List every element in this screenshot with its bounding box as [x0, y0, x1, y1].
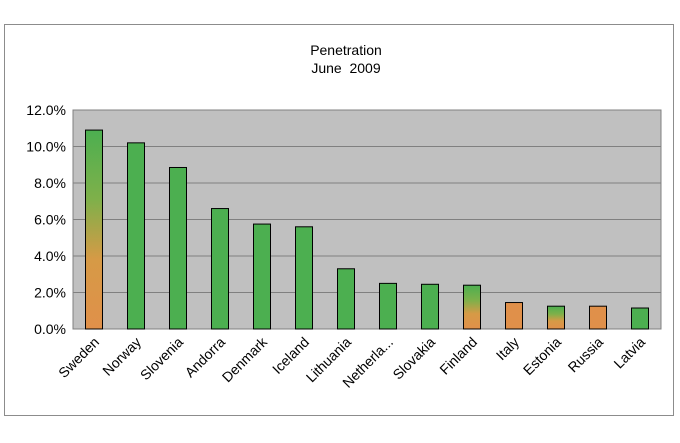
bar-iceland: [295, 226, 313, 330]
x-category-label: Russia: [565, 334, 607, 376]
x-category-label: Slovenia: [137, 334, 186, 383]
x-category-label: Estonia: [520, 334, 564, 378]
bar-sweden: [85, 129, 103, 330]
bar-netherla: [379, 282, 397, 330]
bar-slovenia: [169, 166, 187, 330]
x-category-label: Denmark: [219, 333, 271, 385]
chart-subtitle: June 2009: [311, 60, 380, 76]
y-tick-label: 12.0%: [26, 102, 66, 118]
bar-latvia: [631, 307, 649, 330]
bar-finland: [463, 284, 481, 330]
x-category-label: Sweden: [55, 334, 102, 381]
bar-lithuania: [337, 268, 355, 330]
bar-norway: [127, 142, 145, 330]
bar-slovakia: [421, 283, 439, 330]
bars: [85, 129, 649, 330]
chart-title: Penetration: [310, 42, 382, 58]
bar-italy: [505, 302, 523, 330]
y-tick-label: 10.0%: [26, 139, 66, 155]
y-tick-label: 4.0%: [34, 248, 66, 264]
y-tick-label: 0.0%: [34, 321, 66, 337]
x-category-label: Finland: [436, 334, 480, 378]
x-axis-labels: SwedenNorwaySloveniaAndorraDenmarkIcelan…: [55, 333, 648, 391]
bar-denmark: [253, 223, 271, 330]
x-category-label: Latvia: [610, 334, 648, 372]
bar-chart: Penetration June 2009 0.0% 2.0% 4.0% 6.0% 8.…: [26, 42, 662, 391]
y-tick-label: 8.0%: [34, 175, 66, 191]
y-axis-ticks: 0.0% 2.0% 4.0% 6.0% 8.0% 10.0% 12.0%: [26, 102, 66, 337]
x-category-label: Slovakia: [389, 334, 438, 383]
bar-estonia: [547, 305, 565, 330]
bar-andorra: [211, 208, 229, 330]
y-tick-label: 6.0%: [34, 212, 66, 228]
chart-frame: Penetration June 2009 0.0% 2.0% 4.0% 6.0% 8.…: [4, 24, 674, 416]
x-category-label: Italy: [493, 334, 522, 363]
bar-russia: [589, 305, 607, 330]
y-tick-label: 2.0%: [34, 285, 66, 301]
